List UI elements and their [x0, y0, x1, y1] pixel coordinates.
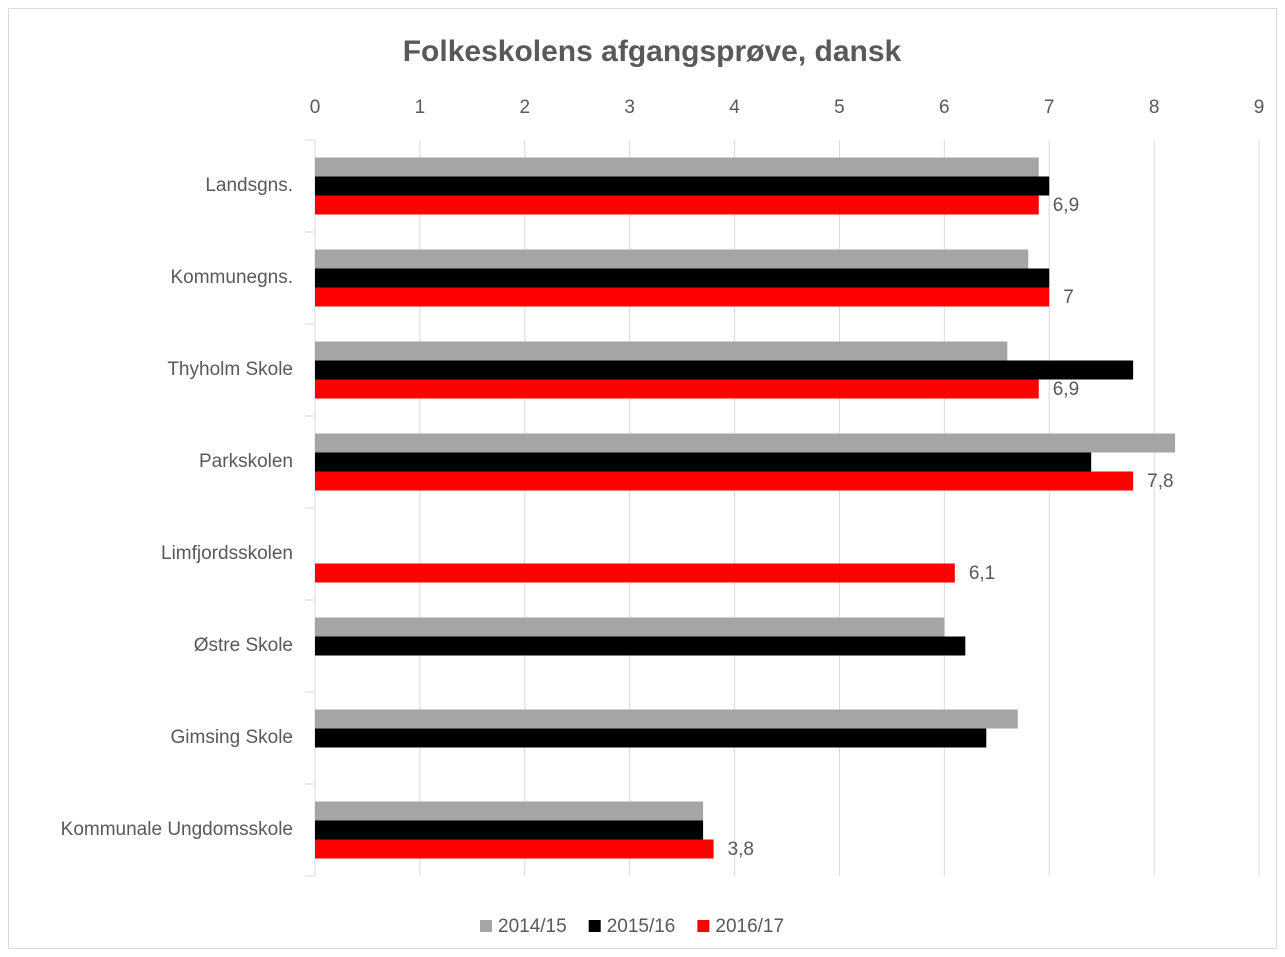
bar: [315, 617, 945, 637]
bar: [315, 820, 704, 840]
y-tick-label: Thyholm Skole: [167, 359, 293, 380]
x-tick-label: 8: [1149, 97, 1160, 118]
bar: [315, 471, 1134, 491]
data-label: 7: [1063, 287, 1074, 308]
x-tick-label: 4: [729, 97, 740, 118]
legend-label: 2014/15: [498, 916, 567, 937]
y-tick-label: Kommunale Ungdomsskole: [61, 819, 293, 840]
y-tick-label: Landsgns.: [205, 175, 293, 196]
data-label: 3,8: [728, 839, 754, 860]
x-tick-label: 1: [415, 97, 426, 118]
x-tick-label: 3: [624, 97, 635, 118]
bar: [315, 728, 987, 748]
chart-title: Folkeskolens afgangsprøve, dansk: [403, 35, 902, 68]
bar: [315, 563, 955, 583]
legend-label: 2015/16: [607, 916, 676, 937]
x-tick-label: 6: [939, 97, 950, 118]
bar: [315, 287, 1050, 307]
bar: [315, 341, 1008, 361]
legend-swatch: [697, 920, 710, 932]
bar: [315, 801, 704, 821]
legend-swatch: [480, 920, 492, 932]
x-tick-label: 5: [834, 97, 845, 118]
bar: [315, 249, 1029, 269]
bar: [315, 379, 1039, 399]
y-tick-label: Parkskolen: [199, 451, 293, 472]
x-tick-label: 7: [1044, 97, 1055, 118]
bar: [315, 157, 1039, 177]
y-tick-label: Limfjordsskolen: [161, 543, 293, 564]
x-tick-label: 0: [310, 97, 321, 118]
y-tick-label: Gimsing Skole: [171, 727, 294, 748]
bar: [315, 636, 966, 656]
data-label: 7,8: [1147, 471, 1173, 492]
data-label: 6,9: [1053, 195, 1079, 216]
x-tick-label: 9: [1254, 97, 1265, 118]
bar: [315, 709, 1018, 729]
data-label: 6,1: [969, 563, 995, 584]
bar: [315, 268, 1050, 288]
y-tick-label: Kommunegns.: [170, 267, 293, 288]
legend-swatch: [588, 920, 601, 932]
y-tick-label: Østre Skole: [194, 635, 293, 656]
bar: [315, 452, 1092, 472]
legend-label: 2016/17: [715, 916, 784, 937]
bar: [315, 433, 1176, 453]
bar: [315, 195, 1039, 215]
bar: [315, 360, 1134, 380]
data-label: 6,9: [1053, 379, 1079, 400]
x-tick-label: 2: [519, 97, 530, 118]
bar: [315, 839, 714, 859]
bar: [315, 176, 1050, 196]
